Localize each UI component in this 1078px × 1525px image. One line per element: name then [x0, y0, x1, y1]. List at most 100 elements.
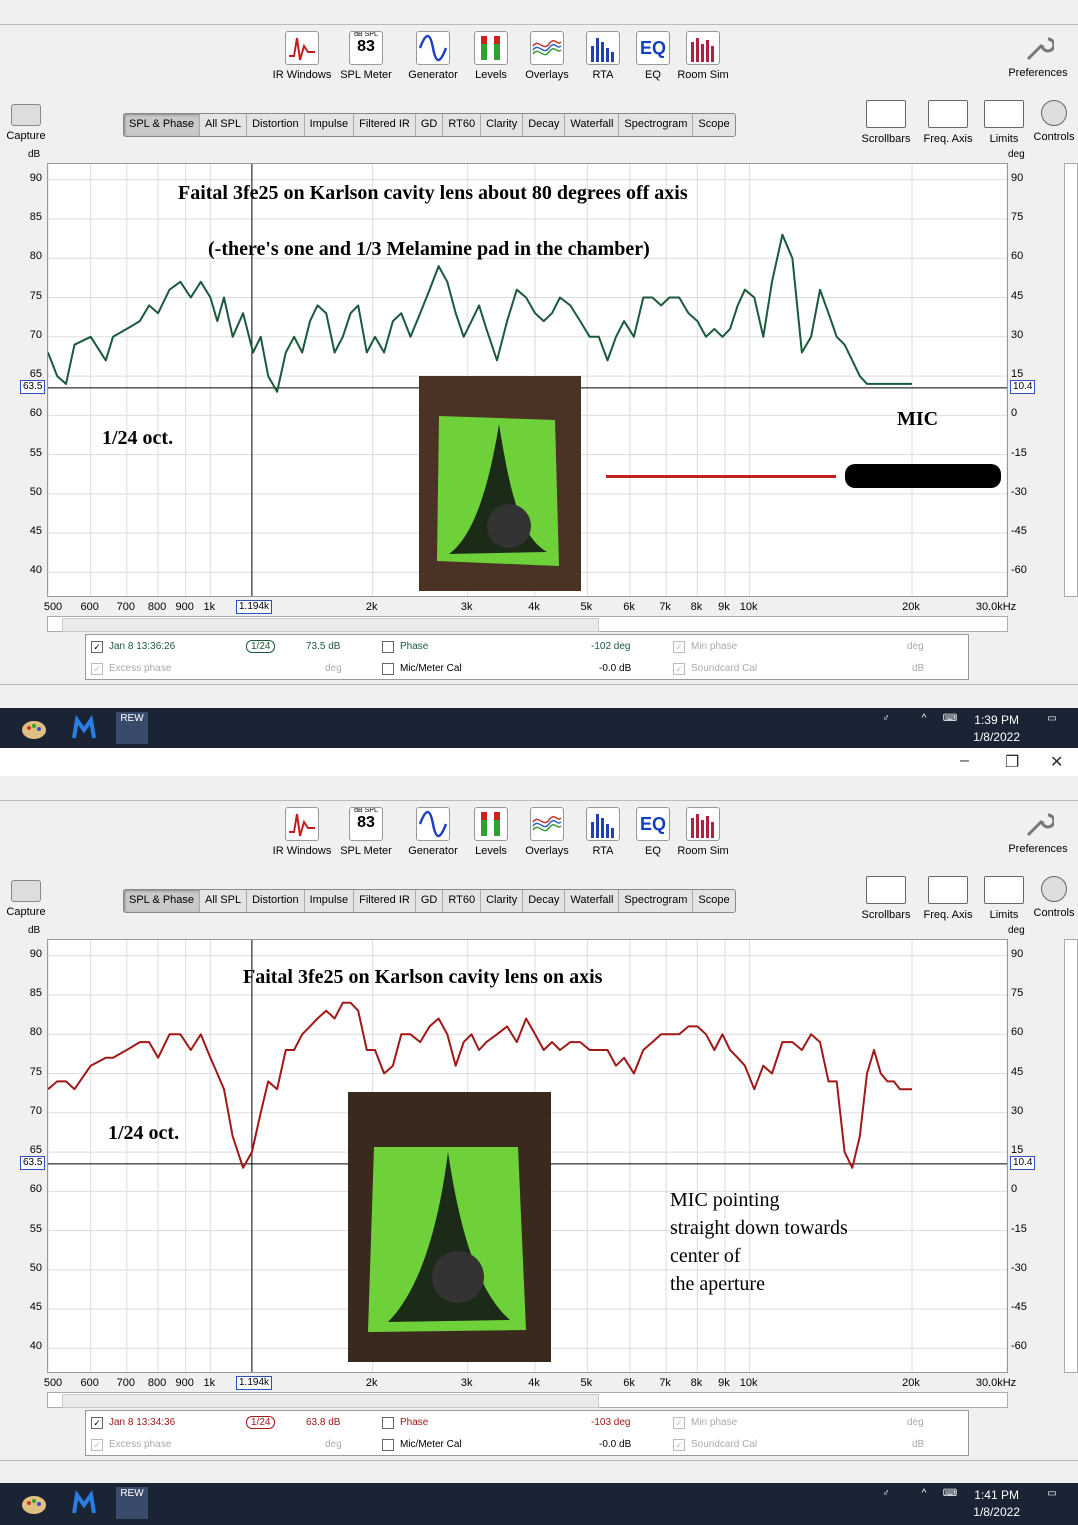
tab-decay[interactable]: Decay — [523, 890, 566, 912]
scrollbar-thumb[interactable] — [62, 618, 599, 632]
spl-meter-button[interactable]: dB SPL 83 SPL Meter — [334, 807, 398, 857]
soundcard-cal-label: Soundcard Cal — [691, 663, 758, 674]
rew-window-bottom: IR Windows dB SPL 83 SPL Meter Generator … — [0, 776, 1078, 1483]
scrollbar-thumb[interactable] — [62, 1394, 599, 1408]
freq-axis-button[interactable]: Freq. Axis — [920, 876, 976, 921]
tab-clarity[interactable]: Clarity — [481, 890, 524, 912]
horizontal-scrollbar[interactable] — [47, 616, 1008, 632]
tab-impulse[interactable]: Impulse — [305, 114, 355, 136]
excess-phase-checkbox[interactable]: ✓ — [91, 663, 103, 675]
min-phase-checkbox[interactable]: ✓ — [673, 1417, 685, 1429]
y-tick-right: -15 — [1011, 446, 1027, 459]
tab-impulse[interactable]: Impulse — [305, 890, 355, 912]
preferences-button[interactable]: Preferences — [1006, 807, 1070, 855]
scrollbars-button[interactable]: Scrollbars — [858, 100, 914, 145]
scrollbars-button[interactable]: Scrollbars — [858, 876, 914, 921]
clock[interactable]: 1:39 PM 1/8/2022 — [973, 712, 1020, 746]
smoothing-badge[interactable]: 1/24 — [246, 640, 276, 653]
soundcard-cal-checkbox[interactable]: ✓ — [673, 663, 685, 675]
tab-filtered-ir[interactable]: Filtered IR — [354, 890, 416, 912]
tab-all-spl[interactable]: All SPL — [200, 890, 248, 912]
paint-app-icon[interactable] — [18, 712, 50, 744]
tab-spl-phase[interactable]: SPL & Phase — [124, 114, 201, 136]
preferences-button[interactable]: Preferences — [1006, 31, 1070, 79]
tab-scope[interactable]: Scope — [698, 894, 730, 906]
horizontal-scrollbar[interactable] — [47, 1392, 1008, 1408]
tab-spectrogram[interactable]: Spectrogram — [619, 114, 694, 136]
x-tick-label: 1k — [203, 601, 216, 613]
paint-app-icon[interactable] — [18, 1487, 50, 1519]
tab-gd[interactable]: GD — [416, 114, 444, 136]
minimize-icon[interactable]: – — [960, 752, 969, 769]
soundcard-cal-checkbox[interactable]: ✓ — [673, 1439, 685, 1451]
tab-spl-phase[interactable]: SPL & Phase — [124, 890, 201, 912]
tab-all-spl[interactable]: All SPL — [200, 114, 248, 136]
smoothing-badge[interactable]: 1/24 — [246, 1416, 276, 1429]
freq-axis-button[interactable]: Freq. Axis — [920, 100, 976, 145]
rta-bars-icon — [586, 807, 620, 841]
limits-button[interactable]: Limits — [976, 100, 1032, 145]
tab-clarity[interactable]: Clarity — [481, 114, 524, 136]
x-tick-label: 600 — [80, 601, 99, 613]
rew-app-icon[interactable]: REW — [116, 1487, 148, 1519]
capture-button[interactable]: Capture — [4, 880, 48, 918]
restore-icon[interactable]: ❐ — [1005, 754, 1020, 771]
min-phase-checkbox[interactable]: ✓ — [673, 641, 685, 653]
tab-gd[interactable]: GD — [416, 890, 444, 912]
chevron-up-icon[interactable]: ^ — [921, 1488, 927, 1499]
controls-button[interactable]: Controls — [1026, 876, 1078, 919]
levels-button[interactable]: Levels — [459, 807, 523, 857]
excess-phase-checkbox[interactable]: ✓ — [91, 1439, 103, 1451]
malwarebytes-icon[interactable] — [68, 1487, 100, 1519]
room-sim-button[interactable]: Room Sim — [671, 807, 735, 857]
tab-waterfall[interactable]: Waterfall — [565, 890, 620, 912]
limits-button[interactable]: Limits — [976, 876, 1032, 921]
capture-label: Capture — [6, 906, 46, 918]
tab-spectrogram[interactable]: Spectrogram — [619, 890, 694, 912]
rta-button[interactable]: RTA — [571, 807, 635, 857]
phase-checkbox[interactable] — [382, 641, 394, 653]
keyboard-icon[interactable]: ⌨ — [942, 713, 958, 724]
eq-button[interactable]: EQ EQ — [621, 31, 685, 81]
malwarebytes-icon[interactable] — [68, 712, 100, 744]
overlays-button[interactable]: Overlays — [515, 31, 579, 81]
overlays-button[interactable]: Overlays — [515, 807, 579, 857]
spl-graph[interactable]: Faital 3fe25 on Karlson cavity lens on a… — [47, 939, 1008, 1373]
close-icon[interactable]: ✕ — [1050, 754, 1064, 771]
ir-windows-button[interactable]: IR Windows — [270, 807, 334, 857]
generator-button[interactable]: Generator — [401, 31, 465, 81]
ir-windows-button[interactable]: IR Windows — [270, 31, 334, 81]
room-sim-button[interactable]: Room Sim — [671, 31, 735, 81]
capture-button[interactable]: Capture — [4, 104, 48, 142]
phase-checkbox[interactable] — [382, 1417, 394, 1429]
tab-rt60[interactable]: RT60 — [443, 114, 482, 136]
notification-icon[interactable]: ▭ — [1047, 713, 1057, 724]
tab-distortion[interactable]: Distortion — [247, 114, 305, 136]
chevron-up-icon[interactable]: ^ — [921, 713, 927, 724]
tab-rt60[interactable]: RT60 — [443, 890, 482, 912]
tab-distortion[interactable]: Distortion — [247, 890, 305, 912]
rew-app-icon[interactable]: REW — [116, 712, 148, 744]
clock[interactable]: 1:41 PM 1/8/2022 — [973, 1487, 1020, 1521]
tab-decay[interactable]: Decay — [523, 114, 566, 136]
spl-meter-button[interactable]: dB SPL 83 SPL Meter — [334, 31, 398, 81]
rta-button[interactable]: RTA — [571, 31, 635, 81]
notification-icon[interactable]: ▭ — [1047, 1488, 1057, 1499]
controls-button[interactable]: Controls — [1026, 100, 1078, 143]
eq-button[interactable]: EQ EQ — [621, 807, 685, 857]
tab-filtered-ir[interactable]: Filtered IR — [354, 114, 416, 136]
mic-cal-checkbox[interactable] — [382, 1439, 394, 1451]
spl-graph[interactable]: Faital 3fe25 on Karlson cavity lens abou… — [47, 163, 1008, 597]
levels-button[interactable]: Levels — [459, 31, 523, 81]
measurement-checkbox[interactable]: ✓ — [91, 1417, 103, 1429]
vertical-scrollbar[interactable] — [1064, 939, 1078, 1373]
generator-button[interactable]: Generator — [401, 807, 465, 857]
tab-waterfall[interactable]: Waterfall — [565, 114, 620, 136]
vertical-scrollbar[interactable] — [1064, 163, 1078, 597]
tab-scope[interactable]: Scope — [698, 118, 730, 130]
people-icon[interactable]: ♂ — [882, 1488, 890, 1499]
measurement-checkbox[interactable]: ✓ — [91, 641, 103, 653]
keyboard-icon[interactable]: ⌨ — [942, 1488, 958, 1499]
people-icon[interactable]: ♂ — [882, 713, 890, 724]
mic-cal-checkbox[interactable] — [382, 663, 394, 675]
